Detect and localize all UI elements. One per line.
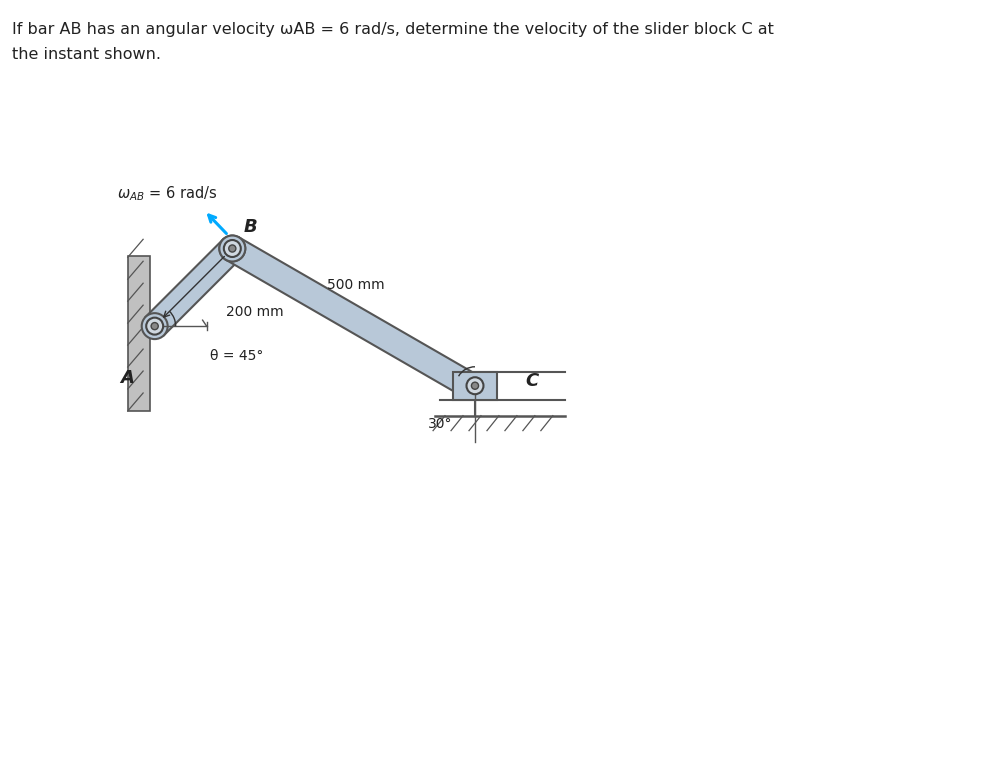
Circle shape <box>229 245 236 252</box>
Text: θ = 45°: θ = 45° <box>210 349 262 363</box>
Circle shape <box>220 236 246 262</box>
Text: the instant shown.: the instant shown. <box>12 47 161 62</box>
Text: A: A <box>120 369 134 387</box>
Text: 500 mm: 500 mm <box>327 278 385 292</box>
Circle shape <box>220 236 246 262</box>
Bar <box>452 372 497 400</box>
Text: $\omega_{AB}$ = 6 rad/s: $\omega_{AB}$ = 6 rad/s <box>117 184 218 203</box>
Text: B: B <box>244 218 257 236</box>
Circle shape <box>457 373 483 399</box>
Text: If bar AB has an angular velocity ωAB = 6 rad/s, determine the velocity of the s: If bar AB has an angular velocity ωAB = … <box>12 22 773 37</box>
Polygon shape <box>146 239 242 335</box>
Circle shape <box>466 377 483 394</box>
Circle shape <box>151 323 159 330</box>
Circle shape <box>147 318 164 334</box>
Bar <box>128 256 150 411</box>
Circle shape <box>224 240 241 257</box>
Circle shape <box>471 382 479 389</box>
Polygon shape <box>226 237 476 397</box>
Text: C: C <box>525 372 539 390</box>
Circle shape <box>142 313 168 339</box>
Text: 200 mm: 200 mm <box>227 305 283 319</box>
Text: 30°: 30° <box>428 416 452 430</box>
